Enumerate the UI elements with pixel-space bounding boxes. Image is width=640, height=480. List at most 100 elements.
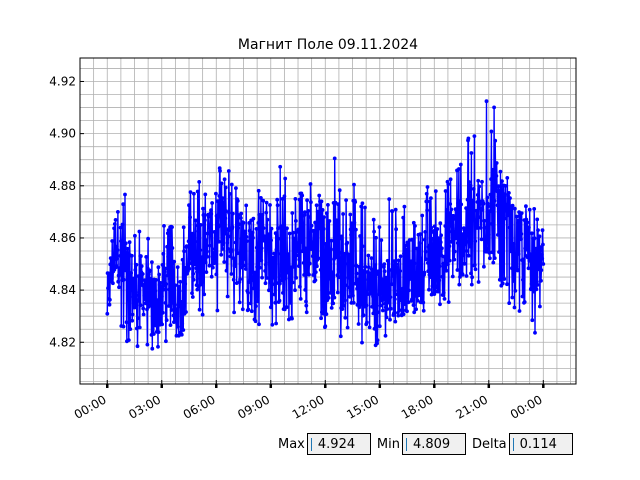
data-point [136, 274, 141, 278]
data-point [468, 183, 473, 188]
data-point [466, 136, 471, 141]
data-point [223, 216, 228, 221]
data-point [250, 275, 255, 279]
data-point [519, 237, 523, 242]
data-point [447, 244, 452, 249]
data-point [244, 203, 249, 208]
data-point [193, 218, 198, 223]
data-point [235, 251, 240, 256]
data-point [302, 210, 307, 215]
data-point [373, 266, 377, 270]
data-point [263, 281, 268, 286]
data-point [189, 243, 193, 247]
data-point [367, 325, 372, 330]
data-point [176, 324, 180, 329]
data-point [258, 249, 263, 254]
data-point [292, 265, 296, 269]
data-point [364, 303, 369, 308]
data-point [521, 277, 525, 282]
data-point [465, 240, 470, 244]
data-point [525, 220, 530, 225]
data-point [450, 274, 455, 279]
data-point [165, 231, 170, 236]
data-point [475, 193, 480, 197]
data-point [226, 169, 231, 173]
data-point [141, 312, 146, 317]
data-point [492, 105, 496, 110]
data-point [391, 263, 395, 267]
data-point [347, 253, 351, 258]
data-point [413, 224, 417, 228]
data-point [369, 256, 374, 260]
data-point [312, 229, 316, 234]
delta-field[interactable]: 0.114 [508, 433, 573, 455]
data-point [417, 268, 421, 272]
data-point [312, 249, 317, 254]
data-point [113, 218, 118, 222]
data-point [200, 279, 204, 284]
data-point [498, 169, 503, 174]
data-point [163, 301, 168, 305]
y-tick-label: 4.84 [49, 283, 76, 297]
data-point [198, 276, 202, 281]
min-field[interactable]: 4.809 [401, 433, 466, 455]
data-point [169, 308, 174, 312]
data-point [327, 276, 332, 281]
data-point [400, 295, 405, 300]
max-field[interactable]: 4.924 [306, 433, 371, 455]
data-point [332, 295, 337, 300]
data-point [470, 204, 475, 209]
data-point [390, 274, 395, 278]
data-point [478, 215, 483, 220]
data-point [183, 282, 188, 286]
data-point [437, 278, 442, 283]
data-point [427, 287, 431, 292]
data-point [201, 213, 206, 218]
data-point [297, 257, 302, 262]
data-point [461, 253, 466, 258]
data-point [110, 239, 115, 243]
data-point [225, 241, 230, 245]
data-point [117, 273, 122, 277]
data-point [309, 200, 313, 205]
data-point [356, 322, 361, 326]
data-point [446, 262, 450, 267]
data-point [452, 229, 456, 234]
data-point [381, 279, 386, 284]
data-point [492, 256, 497, 260]
data-point [495, 203, 500, 208]
data-point [350, 268, 355, 272]
data-point [348, 212, 353, 217]
data-point [467, 211, 472, 215]
data-point [387, 298, 392, 303]
data-point [361, 313, 366, 318]
data-point [471, 187, 476, 191]
data-point [233, 240, 238, 245]
data-point [412, 261, 417, 266]
data-point [162, 269, 167, 274]
data-point [227, 228, 232, 233]
data-point [372, 326, 377, 331]
data-point [430, 236, 434, 241]
data-point [159, 284, 164, 289]
data-point [304, 310, 309, 315]
data-point [375, 338, 380, 343]
data-point [407, 288, 411, 293]
data-point [460, 272, 465, 277]
data-point [443, 189, 448, 193]
data-point [520, 294, 525, 299]
data-point [307, 261, 312, 266]
data-point [202, 244, 207, 249]
data-point [294, 230, 299, 234]
data-point [362, 289, 367, 293]
data-point [153, 289, 158, 293]
data-point [181, 328, 186, 332]
x-tick-label: 15:00 [344, 392, 381, 421]
data-point [366, 265, 371, 270]
data-point [332, 156, 337, 161]
data-point [441, 290, 446, 295]
data-point [354, 227, 358, 232]
data-point [190, 295, 195, 299]
data-point [106, 271, 111, 276]
